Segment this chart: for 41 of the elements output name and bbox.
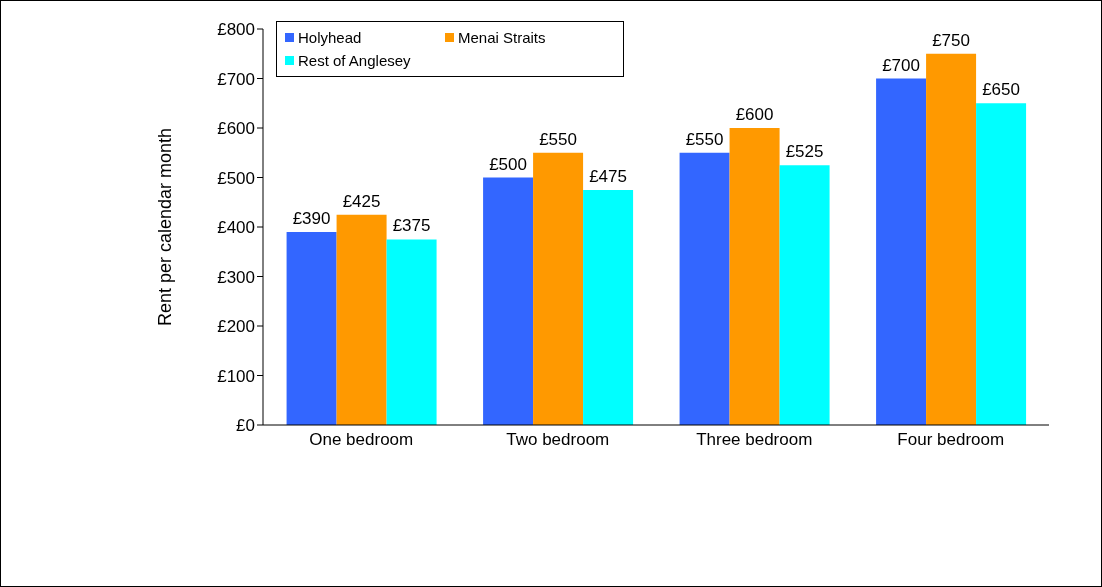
bar xyxy=(779,165,830,425)
x-tick-label: One bedroom xyxy=(309,430,414,450)
data-label: £375 xyxy=(392,216,431,236)
y-tick-label: £400 xyxy=(217,218,255,238)
bar xyxy=(336,214,387,425)
data-label: £475 xyxy=(589,166,627,186)
y-tick-label: £100 xyxy=(217,366,255,386)
y-tick-label: £300 xyxy=(217,267,255,287)
data-label: £500 xyxy=(489,154,527,174)
y-tick-label: £200 xyxy=(217,317,255,337)
legend-label: Menai Straits xyxy=(458,29,546,46)
y-tick-label: £500 xyxy=(217,168,255,188)
bar xyxy=(533,152,584,425)
x-tick-label: Three bedroom xyxy=(696,430,813,450)
data-label: £525 xyxy=(785,142,824,162)
bar xyxy=(976,103,1027,425)
data-label: £650 xyxy=(982,80,1020,100)
bar xyxy=(386,239,437,425)
data-label: £425 xyxy=(342,191,381,211)
y-tick-label: £800 xyxy=(217,20,255,40)
x-tick-label: Four bedroom xyxy=(897,430,1005,450)
y-tick-label: £0 xyxy=(236,416,255,436)
data-label: £750 xyxy=(932,30,970,50)
bar xyxy=(679,152,730,425)
bar xyxy=(286,231,337,425)
bar xyxy=(583,189,634,425)
data-label: £550 xyxy=(539,129,577,149)
legend-label: Holyhead xyxy=(298,29,362,46)
bar xyxy=(926,53,977,425)
bar xyxy=(729,128,780,425)
y-axis-title: Rent per calendar month xyxy=(155,127,176,327)
bar xyxy=(483,177,534,425)
y-tick-label: £700 xyxy=(217,69,255,89)
data-label: £700 xyxy=(882,55,920,75)
data-label: £600 xyxy=(735,105,774,124)
legend-label: Rest of Anglesey xyxy=(298,52,411,69)
y-tick-label: £600 xyxy=(217,119,255,139)
data-label: £550 xyxy=(685,129,724,149)
bar xyxy=(876,78,927,425)
x-tick-label: Two bedroom xyxy=(506,430,610,450)
data-label: £390 xyxy=(292,208,331,228)
